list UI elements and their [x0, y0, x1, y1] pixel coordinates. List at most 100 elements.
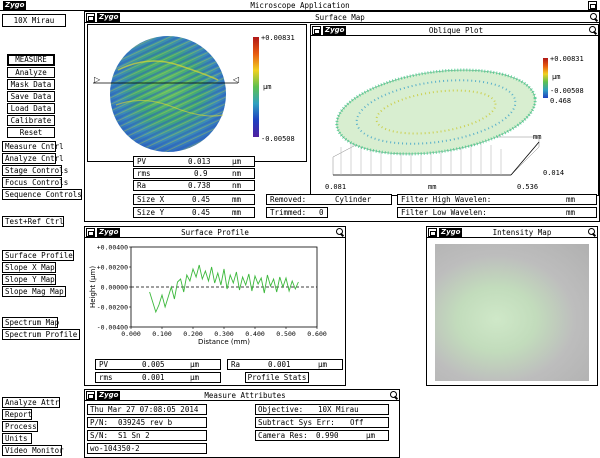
save-data-button[interactable]: Save Data	[7, 91, 55, 102]
wo-field: wo-104350-2	[87, 443, 207, 454]
oblique-x-unit: mm	[428, 183, 437, 191]
test-ref-ctrl-button[interactable]: Test+Ref Ctrl	[2, 216, 64, 227]
x-tick-label: 0.500	[276, 330, 296, 338]
x-tick-label: 0.000	[121, 330, 141, 338]
oblique-scale-max: +0.00831	[550, 55, 584, 63]
video-monitor-button[interactable]: Video Monitor	[2, 445, 64, 456]
y-tick-label: +0.00200	[97, 264, 128, 272]
intensity-map-window: Zygo Intensity Map	[426, 226, 598, 386]
profile-series-line	[149, 264, 299, 314]
surface-profile-zoom-icon[interactable]	[335, 228, 344, 237]
spectrum-profile-button[interactable]: Spectrum Profile	[2, 329, 80, 340]
measure-attributes-title: Measure Attributes	[204, 391, 286, 400]
stage-controls-button[interactable]: Stage Controls	[2, 165, 68, 176]
oblique-scale-unit: µm	[552, 73, 561, 81]
x-axis-label: Distance (mm)	[198, 338, 250, 346]
surface-profile-title: Surface Profile	[181, 228, 249, 237]
intensity-map-zoom-icon[interactable]	[587, 228, 596, 237]
measure-attributes-window: Zygo Measure Attributes Thu Mar 27 07:08…	[84, 389, 400, 458]
calibrate-button[interactable]: Calibrate	[7, 115, 55, 126]
measure-attributes-close-icon[interactable]	[86, 391, 95, 400]
surface-map-scale-unit: µm	[263, 83, 272, 91]
app-title: Microscope Application	[250, 1, 350, 10]
analyze-cntrl-button[interactable]: Analyze Cntrl	[2, 153, 64, 164]
intensity-map-close-icon[interactable]	[428, 228, 437, 237]
x-tick-label: 0.300	[214, 330, 234, 338]
process-button[interactable]: Process	[2, 421, 38, 432]
surface-map-title: Surface Map	[315, 13, 365, 22]
analyze-button[interactable]: Analyze	[7, 67, 55, 78]
surface-profile-close-icon[interactable]	[86, 228, 95, 237]
stat-size-y: Size Y 0.45 mm	[133, 207, 255, 218]
oblique-plot-image	[332, 68, 540, 176]
sequence-controls-button[interactable]: Sequence Controls	[2, 189, 82, 200]
reset-button[interactable]: Reset	[7, 127, 55, 138]
y-tick-label: -0.00400	[97, 324, 128, 332]
oblique-plot-close-icon[interactable]	[312, 26, 321, 35]
intensity-map-title: Intensity Map	[492, 228, 552, 237]
zygo-logo: Zygo	[3, 1, 27, 10]
analyze-attr-button[interactable]: Analyze Attr	[2, 397, 60, 408]
profile-stats-button[interactable]: Profile Stats	[245, 372, 309, 383]
profile-pv-field: PV 0.005 µm	[95, 359, 221, 370]
y-axis-label: Height (µm)	[89, 266, 97, 308]
surface-map-colorbar	[253, 37, 259, 137]
profile-rms-field: rms 0.001 µm	[95, 372, 221, 383]
y-tick-label: +0.00400	[97, 244, 128, 252]
datetime-field: Thu Mar 27 07:08:05 2014	[87, 404, 207, 415]
camera-res-field: Camera Res: 0.990 µm	[255, 430, 389, 441]
surface-map-scale-min: -0.00508	[261, 135, 295, 143]
units-button[interactable]: Units	[2, 433, 32, 444]
subtract-sys-err-field: Subtract Sys Err: Off	[255, 417, 389, 428]
report-button[interactable]: Report	[2, 409, 32, 420]
trimmed-field: Trimmed: 0	[266, 207, 328, 218]
zygo-logo: Zygo	[97, 228, 121, 237]
app-minimize-icon[interactable]	[588, 1, 597, 10]
focus-controls-button[interactable]: Focus Controls	[2, 177, 68, 188]
slope-y-map-button[interactable]: Slope Y Map	[2, 274, 56, 285]
oblique-y-extent: 0.468	[550, 97, 572, 105]
oblique-plot-titlebar	[311, 25, 598, 36]
surface-profile-chart: +0.00400+0.002000.00000-0.00200-0.004000…	[89, 244, 327, 347]
surface-profile-titlebar	[85, 227, 345, 238]
stat-ra: Ra 0.738 nm	[133, 180, 255, 191]
x-tick-label: 0.400	[245, 330, 265, 338]
measure-attributes-zoom-icon[interactable]	[389, 391, 398, 400]
oblique-plot-title: Oblique Plot	[428, 26, 484, 35]
load-data-button[interactable]: Load Data	[7, 103, 55, 114]
surface-map-image: ▷ ◁	[93, 36, 239, 152]
surface-map-zoom-icon[interactable]	[589, 13, 598, 22]
surface-profile-button[interactable]: Surface Profile	[2, 250, 74, 261]
zygo-logo: Zygo	[97, 391, 121, 400]
zygo-logo: Zygo	[97, 13, 121, 22]
profile-marker-end[interactable]: ◁	[232, 75, 239, 84]
spectrum-map-button[interactable]: Spectrum Map	[2, 317, 59, 328]
measure-button[interactable]: MEASURE	[7, 54, 55, 66]
profile-ra-field: Ra 0.001 µm	[227, 359, 343, 370]
mask-data-button[interactable]: Mask Data	[7, 79, 55, 90]
intensity-map-titlebar	[427, 227, 597, 238]
oblique-plot-zoom-icon[interactable]	[588, 26, 597, 35]
slope-x-map-button[interactable]: Slope X Map	[2, 262, 56, 273]
slope-mag-map-button[interactable]: Slope Mag Map	[2, 286, 66, 297]
zygo-logo: Zygo	[323, 26, 347, 35]
x-tick-label: 0.600	[307, 330, 327, 338]
oblique-x-start: 0.081	[325, 183, 347, 191]
oblique-plot-window: Zygo Oblique Plot +0.00831 µm -0.00508 0…	[310, 24, 599, 196]
profile-marker-start[interactable]: ▷	[94, 75, 101, 84]
filter-low-field: Filter Low Wavelen: mm	[397, 207, 597, 218]
measure-cntrl-button[interactable]: Measure Cntrl	[2, 141, 64, 152]
stat-pv: PV 0.013 µm	[133, 156, 255, 167]
stat-size-x: Size X 0.45 mm	[133, 194, 255, 205]
oblique-y-start: 0.014	[543, 169, 565, 177]
removed-field: Removed: Cylinder	[266, 194, 392, 205]
x-tick-label: 0.100	[152, 330, 172, 338]
y-tick-label: 0.00000	[101, 284, 128, 292]
oblique-plot-colorbar	[543, 58, 548, 98]
pn-field: P/N: 039245 rev b	[87, 417, 207, 428]
app-title-bar	[0, 0, 600, 11]
oblique-scale-min: -0.00508	[550, 87, 584, 95]
objective-field: Objective: 10X Mirau	[255, 404, 389, 415]
surface-map-close-icon[interactable]	[86, 13, 95, 22]
sn-field: S/N: S1 Sn 2	[87, 430, 207, 441]
